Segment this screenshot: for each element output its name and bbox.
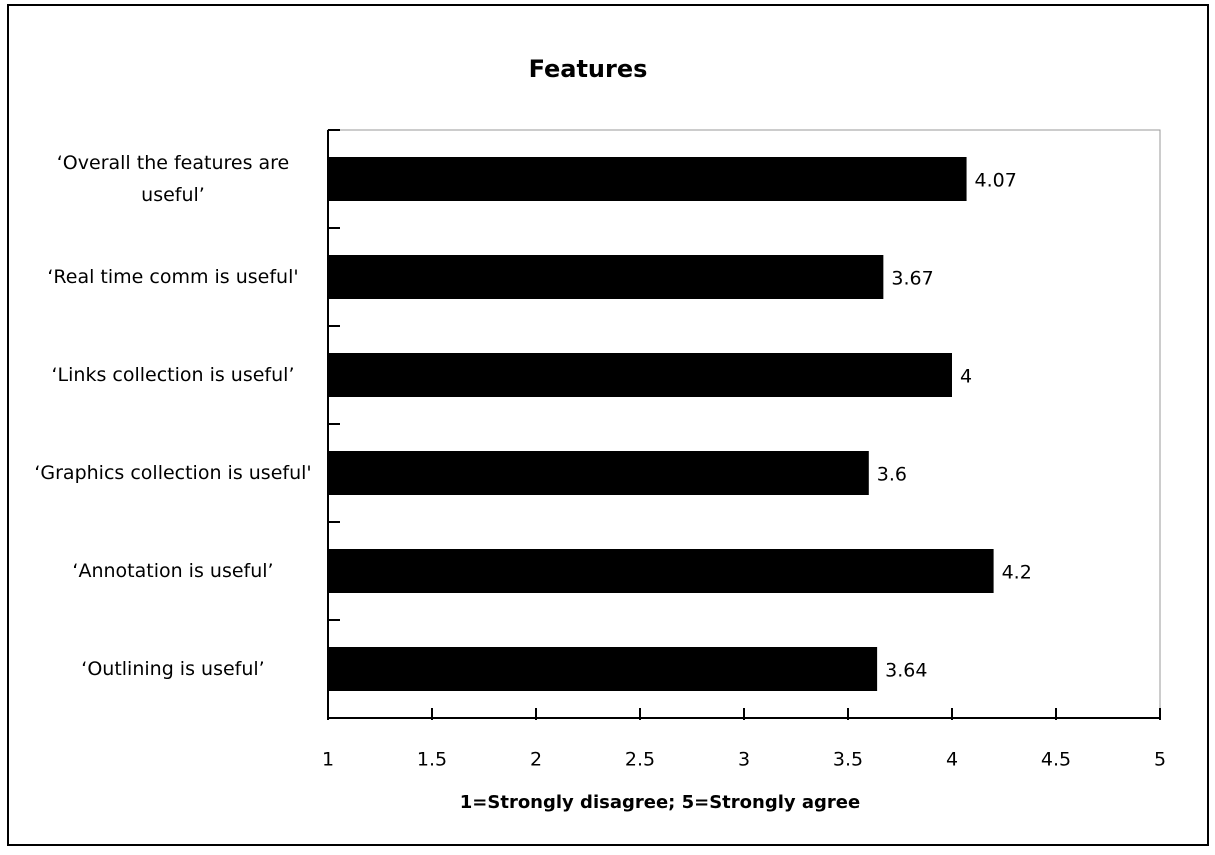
value-label: 3.6 — [877, 464, 907, 486]
bar — [328, 647, 878, 691]
category-label: ‘Graphics collection is useful' — [34, 462, 312, 484]
x-tick-label: 1.5 — [417, 749, 447, 771]
category-label: ‘Outlining is useful’ — [81, 658, 265, 680]
chart-title: Features — [529, 55, 648, 83]
value-label: 4 — [960, 366, 972, 388]
x-tick-label: 1 — [322, 749, 334, 771]
category-label: ‘Annotation is useful’ — [72, 560, 274, 582]
x-tick-label: 3.5 — [833, 749, 863, 771]
x-tick-label: 2.5 — [625, 749, 655, 771]
value-label: 4.07 — [975, 170, 1017, 192]
x-axis-label: 1=Strongly disagree; 5=Strongly agree — [460, 792, 860, 813]
category-label: ‘Overall the features are useful’ — [56, 152, 290, 206]
value-label: 3.64 — [885, 660, 927, 682]
x-tick-label: 3 — [738, 749, 750, 771]
category-label: ‘Real time comm is useful' — [47, 266, 299, 288]
x-tick-label: 4.5 — [1041, 749, 1071, 771]
x-tick-label: 5 — [1154, 749, 1166, 771]
value-label: 3.67 — [891, 268, 933, 290]
value-label: 4.2 — [1002, 562, 1032, 584]
bar — [328, 255, 884, 299]
bar — [328, 353, 952, 397]
plot-area — [327, 129, 1161, 719]
bar — [328, 451, 869, 495]
bar — [328, 549, 994, 593]
bar — [328, 157, 967, 201]
category-label: ‘Links collection is useful’ — [51, 364, 295, 386]
x-tick-label: 4 — [946, 749, 958, 771]
x-tick-label: 2 — [530, 749, 542, 771]
chart-border — [7, 4, 1209, 846]
